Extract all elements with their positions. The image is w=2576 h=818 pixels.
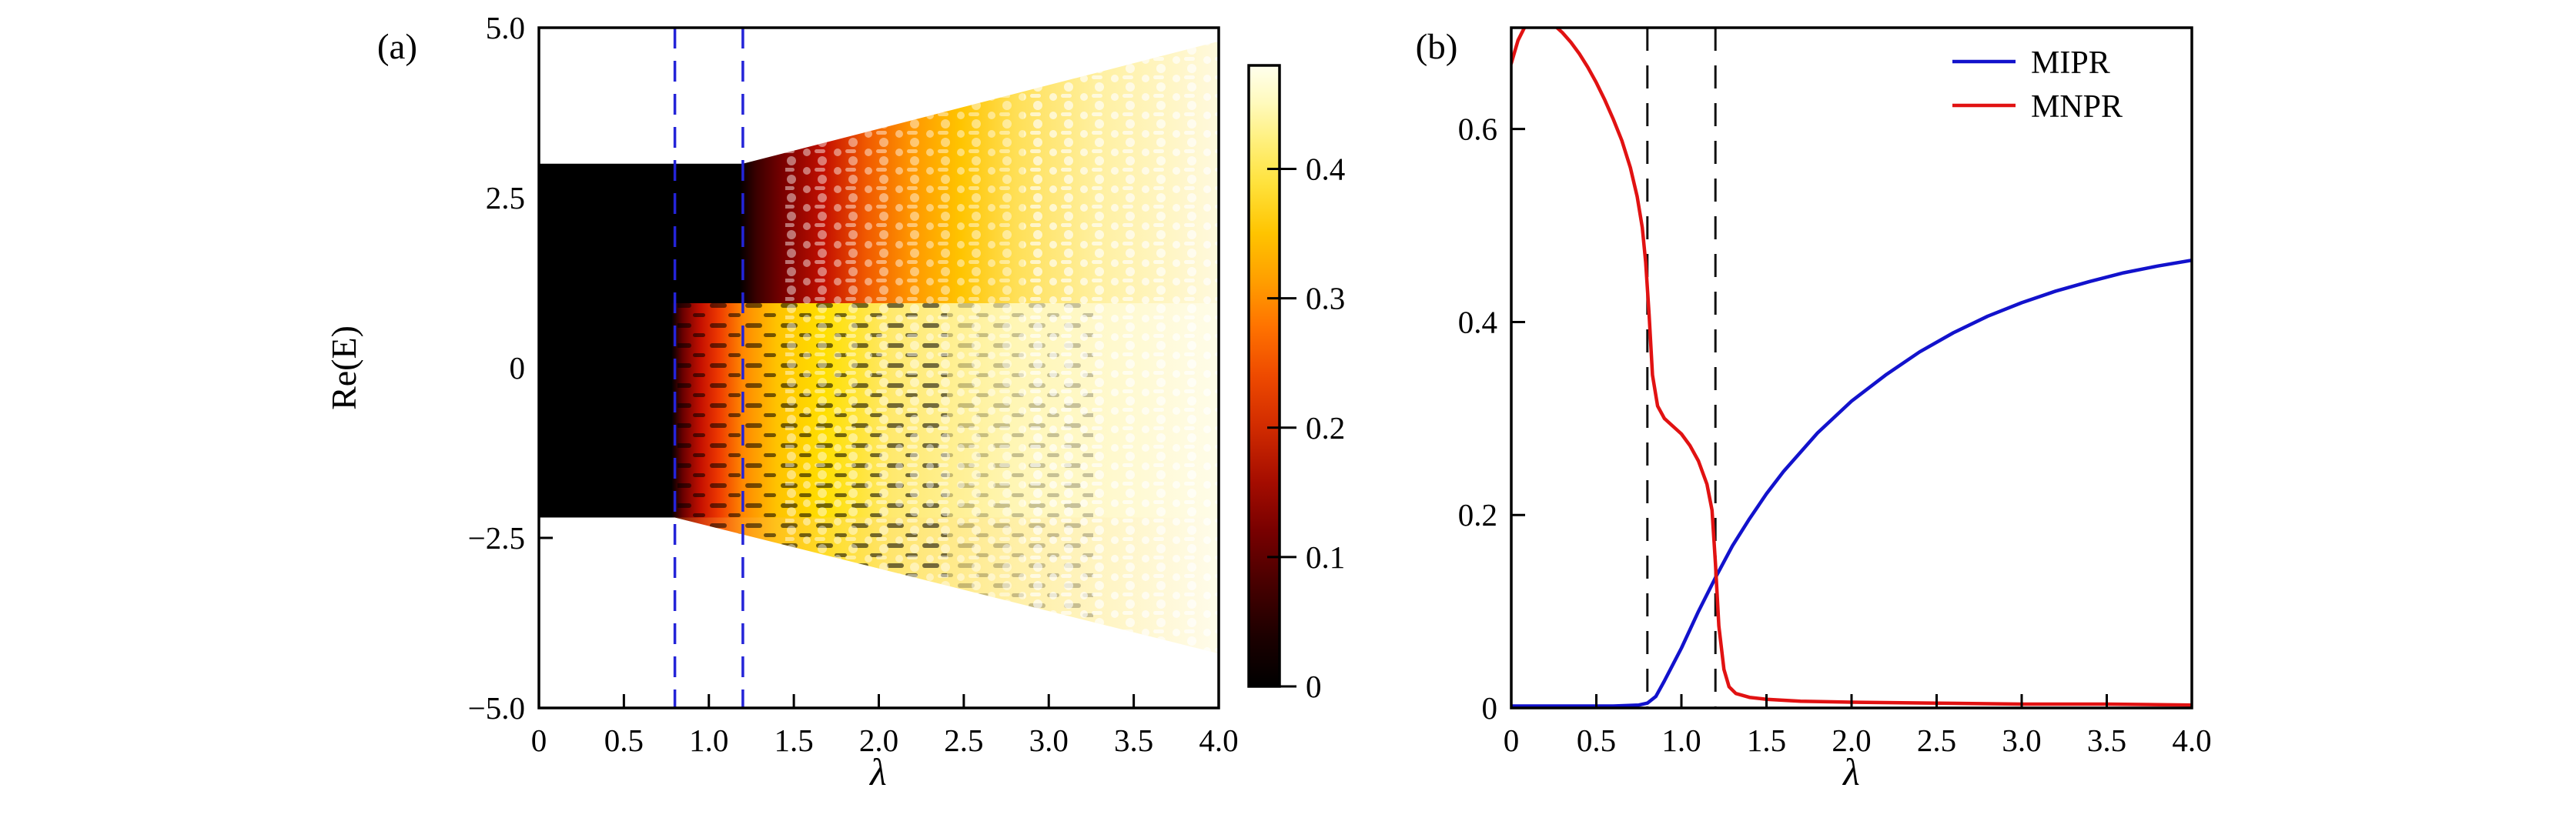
x-tick-label: 2.5 xyxy=(1917,723,1956,758)
colorbar-tick-label: 0.2 xyxy=(1306,410,1345,446)
colorbar-tick-label: 0.4 xyxy=(1306,152,1345,187)
colorbar-ticks: 0.4 0.3 0.2 0.1 0 xyxy=(1267,152,1345,704)
panel-b-label: (b) xyxy=(1416,27,1458,67)
mipr-curve xyxy=(1511,258,2192,708)
panel-a-ticks: 0 0.5 1.0 1.5 2.0 2.5 3.0 3.5 4.0 5.0 2.5 0 −2.5 −5.0 xyxy=(468,10,1239,758)
x-tick-label: 4.0 xyxy=(1199,723,1238,758)
y-tick-label: 0 xyxy=(510,350,526,386)
x-tick-label: 1.5 xyxy=(774,723,814,758)
panel-b-ticks: 0 0.5 1.0 1.5 2.0 2.5 3.0 3.5 4.0 0.6 0.4 0.2 0 xyxy=(1458,112,2212,758)
x-tick-label: 3.5 xyxy=(2087,723,2126,758)
white-speckle-overlay xyxy=(785,41,1219,654)
mnpr-curve xyxy=(1511,28,2192,707)
x-tick-label: 0.5 xyxy=(604,723,644,758)
transition-guides-a xyxy=(673,28,744,708)
x-tick-label: 1.0 xyxy=(1661,723,1701,758)
x-tick-label: 4.0 xyxy=(2172,723,2211,758)
y-tick-label: 0.4 xyxy=(1458,304,1497,339)
x-tick-label: 2.0 xyxy=(1832,723,1871,758)
legend-label-mipr: MIPR xyxy=(2031,45,2110,81)
x-tick-label: 1.5 xyxy=(1747,723,1786,758)
y-tick-label: −5.0 xyxy=(468,690,525,726)
colorbar-tick-label: 0 xyxy=(1306,669,1322,704)
panel-a-label: (a) xyxy=(377,27,417,67)
y-tick-label: −2.5 xyxy=(468,520,525,556)
panel-a-xlabel: λ xyxy=(868,750,887,793)
y-tick-label: 0.2 xyxy=(1458,497,1497,533)
panel-b-plot-background xyxy=(1511,28,2192,708)
x-tick-label: 0.5 xyxy=(1577,723,1616,758)
colorbar-tick-label: 0.1 xyxy=(1306,539,1345,575)
legend-label-mnpr: MNPR xyxy=(2031,89,2123,125)
x-tick-label: 3.0 xyxy=(1029,723,1069,758)
panel-a-ylabel: Re(E) xyxy=(324,326,363,410)
panel-b-xlabel: λ xyxy=(1842,750,1860,793)
y-tick-label: 5.0 xyxy=(486,10,525,45)
y-tick-label: 2.5 xyxy=(486,180,525,215)
x-tick-label: 0 xyxy=(531,723,547,758)
colorbar: 0.4 0.3 0.2 0.1 0 xyxy=(1247,64,1345,704)
y-tick-label: 0 xyxy=(1482,690,1498,726)
panel-b-curves xyxy=(1511,28,2192,708)
x-tick-label: 1.0 xyxy=(689,723,728,758)
legend: MIPR MNPR xyxy=(1952,45,2123,125)
x-tick-label: 3.0 xyxy=(2002,723,2041,758)
x-tick-label: 3.5 xyxy=(1114,723,1153,758)
y-tick-label: 0.6 xyxy=(1458,112,1497,147)
x-tick-label: 2.0 xyxy=(859,723,898,758)
colorbar-frame xyxy=(1247,64,1281,688)
colorbar-tick-label: 0.3 xyxy=(1306,281,1345,316)
x-tick-label: 2.5 xyxy=(944,723,983,758)
panel-a: 0 0.5 1.0 1.5 2.0 2.5 3.0 3.5 4.0 5.0 2.5 0 −2.5 −5.0… xyxy=(324,10,1239,793)
colorbar-gradient xyxy=(1249,65,1280,686)
x-tick-label: 0 xyxy=(1504,723,1520,758)
panel-b: 0 0.5 1.0 1.5 2.0 2.5 3.0 3.5 4.0 0.6 0.4 0.2 0 MIPR… xyxy=(1416,26,2212,793)
